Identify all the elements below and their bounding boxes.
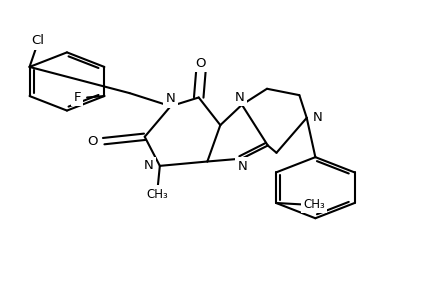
- Text: O: O: [196, 57, 206, 70]
- Text: N: N: [166, 93, 175, 105]
- Text: N: N: [144, 159, 154, 172]
- Text: F: F: [73, 91, 81, 104]
- Text: Cl: Cl: [31, 34, 44, 47]
- Text: O: O: [87, 135, 97, 148]
- Text: N: N: [238, 160, 248, 173]
- Text: N: N: [235, 91, 245, 104]
- Text: N: N: [313, 111, 322, 124]
- Text: CH₃: CH₃: [147, 188, 168, 200]
- Text: CH₃: CH₃: [303, 198, 325, 211]
